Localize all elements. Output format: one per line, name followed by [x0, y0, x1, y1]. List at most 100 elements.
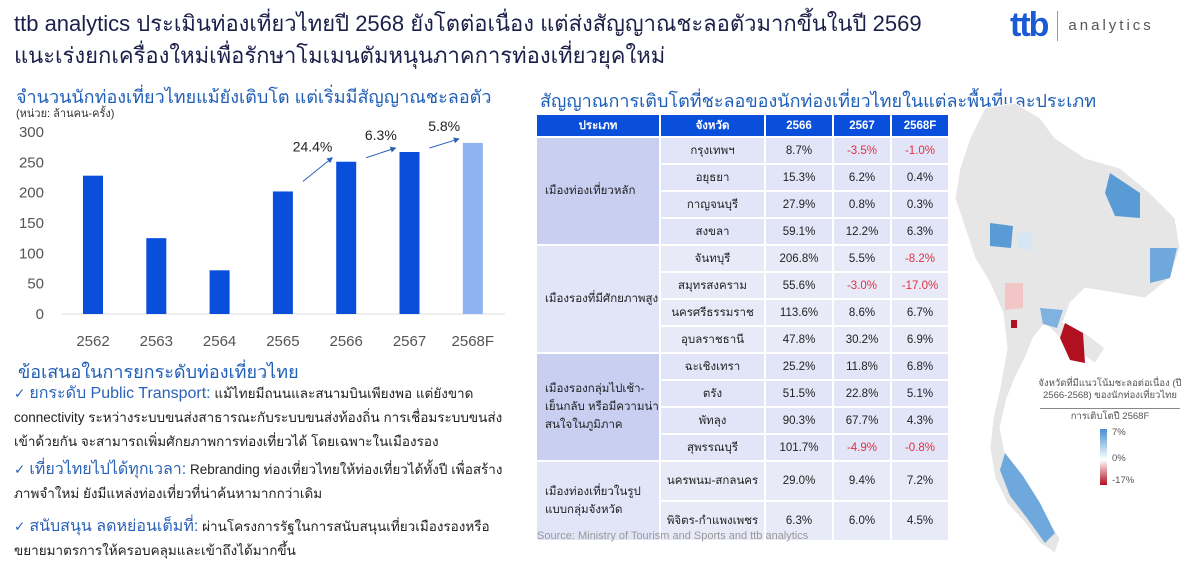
province-cell: อยุธยา [661, 165, 764, 190]
proposal-text: Rebranding ท่องเที่ยวไทยให้ท่องเที่ยวได้… [14, 462, 503, 501]
bar-2566 [336, 161, 357, 314]
growth-cell: 206.8% [766, 246, 832, 271]
growth-cell: 4.3% [892, 408, 948, 433]
y-tick-label: 250 [19, 154, 44, 171]
growth-cell: 55.6% [766, 273, 832, 298]
table-row: พิจิตร-กำแพงเพชร 6.3% 6.0% 4.5% [537, 502, 948, 540]
province-cell: สุพรรณบุรี [661, 435, 764, 460]
growth-cell: -3.5% [834, 138, 890, 163]
table-row: กาญจนบุรี 27.9% 0.8% 0.3% [537, 192, 948, 217]
growth-cell: 67.7% [834, 408, 890, 433]
category-cell: เมืองรองกลุ่มไปเช้า-เย็นกลับ หรือมีความน… [537, 354, 659, 460]
x-tick-label: 2566 [330, 333, 363, 348]
growth-arrow [366, 146, 397, 159]
x-tick-label: 2562 [76, 333, 109, 348]
table-title: สัญญาณการเติบโตที่ชะลอของนักท่องเที่ยวไท… [540, 91, 1097, 111]
growth-cell: -0.8% [892, 435, 948, 460]
proposal-key: เที่ยวไทยไปได้ทุกเวลา: [29, 461, 187, 478]
table-row: เมืองท่องเที่ยวหลัก กรุงเทพฯ 8.7% -3.5% -1.0… [537, 138, 948, 244]
growth-label: 24.4% [293, 139, 333, 155]
proposal-item-1: ✓ ยกระดับ Public Transport: แม้ไทยมีถนนแล… [14, 382, 519, 454]
province-cell: กรุงเทพฯ [661, 138, 764, 163]
proposal-key: ยกระดับ Public Transport: [29, 385, 211, 402]
growth-cell: 11.8% [834, 354, 890, 379]
header-2566: 2566 [766, 115, 832, 136]
growth-cell: 27.9% [766, 192, 832, 217]
growth-cell: 5.5% [834, 246, 890, 271]
table-row: ตรัง 51.5% 22.8% 5.1% [537, 381, 948, 406]
x-tick-label: 2567 [393, 333, 426, 348]
table-row: สมุทรสงคราม 55.6% -3.0% -17.0% [537, 273, 948, 298]
header-province: จังหวัด [661, 115, 764, 136]
chart-title: จำนวนนักท่องเที่ยวไทยแม้ยังเติบโต แต่เริ… [16, 87, 492, 107]
legend-subtitle: การเติบโตปี 2568F [1040, 408, 1180, 423]
growth-cell: 7.2% [892, 462, 948, 500]
growth-cell: 0.8% [834, 192, 890, 217]
x-tick-label: 2568F [452, 333, 495, 348]
check-icon: ✓ [14, 386, 26, 401]
province-cell: สมุทรสงคราม [661, 273, 764, 298]
province-cell: จันทบุรี [661, 246, 764, 271]
category-cell: เมืองท่องเที่ยวในรูปแบบกลุ่มจังหวัด [537, 462, 659, 540]
map-region-samut [1011, 320, 1017, 328]
map-region-west [990, 223, 1013, 248]
growth-cell: 6.8% [892, 354, 948, 379]
check-icon: ✓ [14, 462, 26, 477]
growth-cell: 6.7% [892, 300, 948, 325]
province-cell: นครศรีธรรมราช [661, 300, 764, 325]
province-cell: สงขลา [661, 219, 764, 244]
bar-2567 [399, 152, 420, 314]
table-row: อยุธยา 15.3% 6.2% 0.4% [537, 165, 948, 190]
legend-scale: 7% 0% -17% [1030, 425, 1190, 486]
tourist-bar-chart: 0 50 100 150 200 250 300 2562 2563 2564 2565 2566 25… [19, 118, 505, 348]
table-row: สงขลา 59.1% 12.2% 6.3% [537, 219, 948, 244]
growth-cell: 15.3% [766, 165, 832, 190]
y-tick-label: 100 [19, 245, 44, 262]
legend-max: 7% [1112, 427, 1126, 438]
growth-cell: 29.0% [766, 462, 832, 500]
growth-cell: 25.2% [766, 354, 832, 379]
y-tick-label: 300 [19, 124, 44, 141]
growth-cell: 47.8% [766, 327, 832, 352]
table-row: สุพรรณบุรี 101.7% -4.9% -0.8% [537, 435, 948, 460]
growth-cell: -8.2% [892, 246, 948, 271]
proposal-key: สนับสนุน ลดหย่อนเต็มที่: [29, 518, 199, 535]
growth-cell: 6.9% [892, 327, 948, 352]
growth-cell: 8.6% [834, 300, 890, 325]
growth-cell: 0.3% [892, 192, 948, 217]
bar-2565 [272, 191, 293, 314]
map-region-chanthaburi [1060, 323, 1085, 363]
growth-arrow [302, 157, 333, 182]
growth-cell: 0.4% [892, 165, 948, 190]
growth-cell: 6.3% [892, 219, 948, 244]
x-tick-label: 2563 [140, 333, 173, 348]
legend-min: -17% [1112, 475, 1135, 486]
growth-cell: 30.2% [834, 327, 890, 352]
map-region-south [1000, 453, 1055, 543]
x-tick-label: 2565 [266, 333, 299, 348]
header-category: ประเภท [537, 115, 659, 136]
table-row: เมืองท่องเที่ยวในรูปแบบกลุ่มจังหวัด นครพน… [537, 462, 948, 540]
map-legend: จังหวัดที่มีแนวโน้มชะลอต่อเนื่อง (ปี 256… [1030, 378, 1190, 486]
table-row: นครศรีธรรมราช 113.6% 8.6% 6.7% [537, 300, 948, 325]
x-tick-label: 2564 [203, 333, 236, 348]
logo-divider [1057, 10, 1059, 41]
proposal-text: แม้ไทยมีถนนและสนามบินเพียงพอ แต่ยังขาด c… [14, 386, 503, 449]
growth-cell: 113.6% [766, 300, 832, 325]
thailand-map [954, 102, 1181, 554]
growth-cell: 22.8% [834, 381, 890, 406]
y-tick-label: 50 [27, 276, 44, 293]
province-cell: พิจิตร-กำแพงเพชร [661, 502, 764, 540]
province-cell: นครพนม-สกลนคร [661, 462, 764, 500]
growth-cell: -17.0% [892, 273, 948, 298]
y-tick-label: 200 [19, 185, 44, 202]
page-title-line-1: ttb analytics ประเมินท่องเที่ยวไทยปี 256… [14, 11, 922, 36]
category-cell: เมืองรองที่มีศักยภาพสูง [537, 246, 659, 352]
growth-cell: 6.3% [766, 502, 832, 540]
chart-unit: (หน่วย: ล้านคน-ครั้ง) [16, 108, 115, 120]
province-cell: ฉะเชิงเทรา [661, 354, 764, 379]
map-region-central [1017, 233, 1033, 250]
map-region-ubon [1150, 248, 1177, 283]
y-tick-label: 0 [36, 306, 44, 323]
growth-cell: 6.2% [834, 165, 890, 190]
